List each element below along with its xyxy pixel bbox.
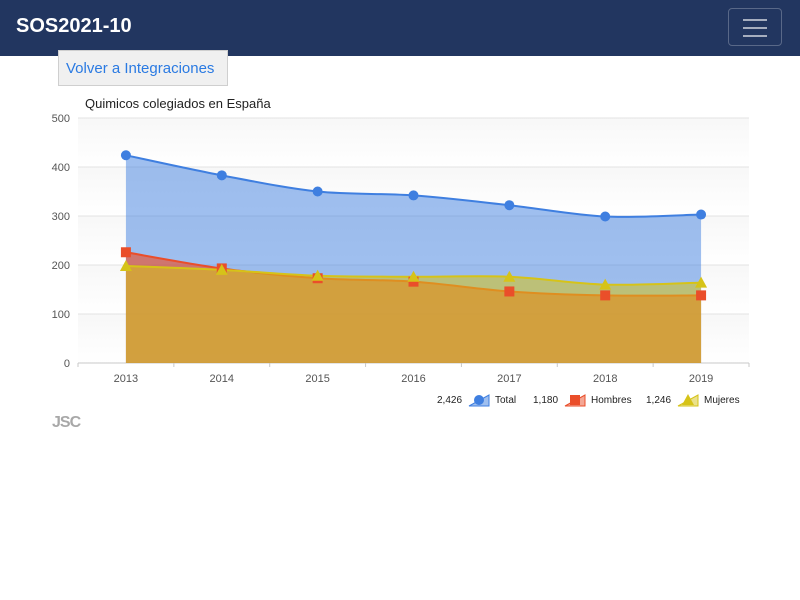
point-mujeres xyxy=(311,269,324,281)
grid-band xyxy=(78,118,749,167)
legend-label-total: Total xyxy=(495,395,516,406)
area-chart: 500 400 300 200 100 0 2013 2014 2015 2016 2017 2018… xyxy=(52,96,750,407)
point-mujeres xyxy=(407,270,420,282)
x-tick-label: 2019 xyxy=(689,373,713,385)
legend-label-hombres: Hombres xyxy=(591,395,632,406)
x-tick-label: 2017 xyxy=(497,373,521,385)
brand-title[interactable]: SOS2021-10 xyxy=(16,15,132,37)
series-area-mujeres xyxy=(125,265,702,363)
jsc-logo: JSC xyxy=(52,414,81,431)
point-mujeres xyxy=(695,276,708,288)
legend-marker-hombres xyxy=(570,395,580,405)
point-hombres xyxy=(696,290,707,301)
legend-total-mujeres: 1,246 xyxy=(646,395,671,406)
x-tick-label: 2016 xyxy=(401,373,425,385)
point-total xyxy=(600,211,611,222)
point-mujeres xyxy=(119,259,132,271)
point-total xyxy=(120,150,131,161)
x-tick-label: 2014 xyxy=(210,373,234,385)
point-total xyxy=(216,170,227,181)
point-total xyxy=(312,186,323,197)
point-hombres xyxy=(504,286,515,297)
y-tick-label: 200 xyxy=(52,260,70,272)
back-to-integrations-button[interactable]: Volver a Integraciones xyxy=(58,50,228,86)
y-tick-label: 300 xyxy=(52,211,70,223)
legend-marker-mujeres xyxy=(682,394,694,405)
point-mujeres xyxy=(503,270,516,282)
legend-label-mujeres: Mujeres xyxy=(704,395,740,406)
legend-total-total: 2,426 xyxy=(437,395,462,406)
legend-total-hombres: 1,180 xyxy=(533,395,558,406)
y-tick-label: 100 xyxy=(52,309,70,321)
chart-title: Quimicos colegiados en España xyxy=(85,96,271,111)
y-tick-label: 500 xyxy=(52,113,70,125)
y-tick-label: 400 xyxy=(52,162,70,174)
x-tick-label: 2013 xyxy=(114,373,138,385)
y-tick-label: 0 xyxy=(64,358,70,370)
legend-marker-total xyxy=(474,395,484,405)
point-mujeres xyxy=(215,263,228,275)
point-total xyxy=(408,190,419,201)
x-tick-label: 2018 xyxy=(593,373,617,385)
point-hombres xyxy=(600,290,611,301)
point-total xyxy=(696,209,707,220)
chart-container: 500 400 300 200 100 0 2013 2014 2015 2016 2017 2018… xyxy=(0,90,800,450)
x-tick-label: 2015 xyxy=(305,373,329,385)
point-hombres xyxy=(120,247,131,258)
navbar-toggle-button[interactable] xyxy=(728,8,782,46)
point-mujeres xyxy=(599,278,612,290)
point-total xyxy=(504,200,515,211)
navbar: SOS2021-10 xyxy=(0,0,800,56)
